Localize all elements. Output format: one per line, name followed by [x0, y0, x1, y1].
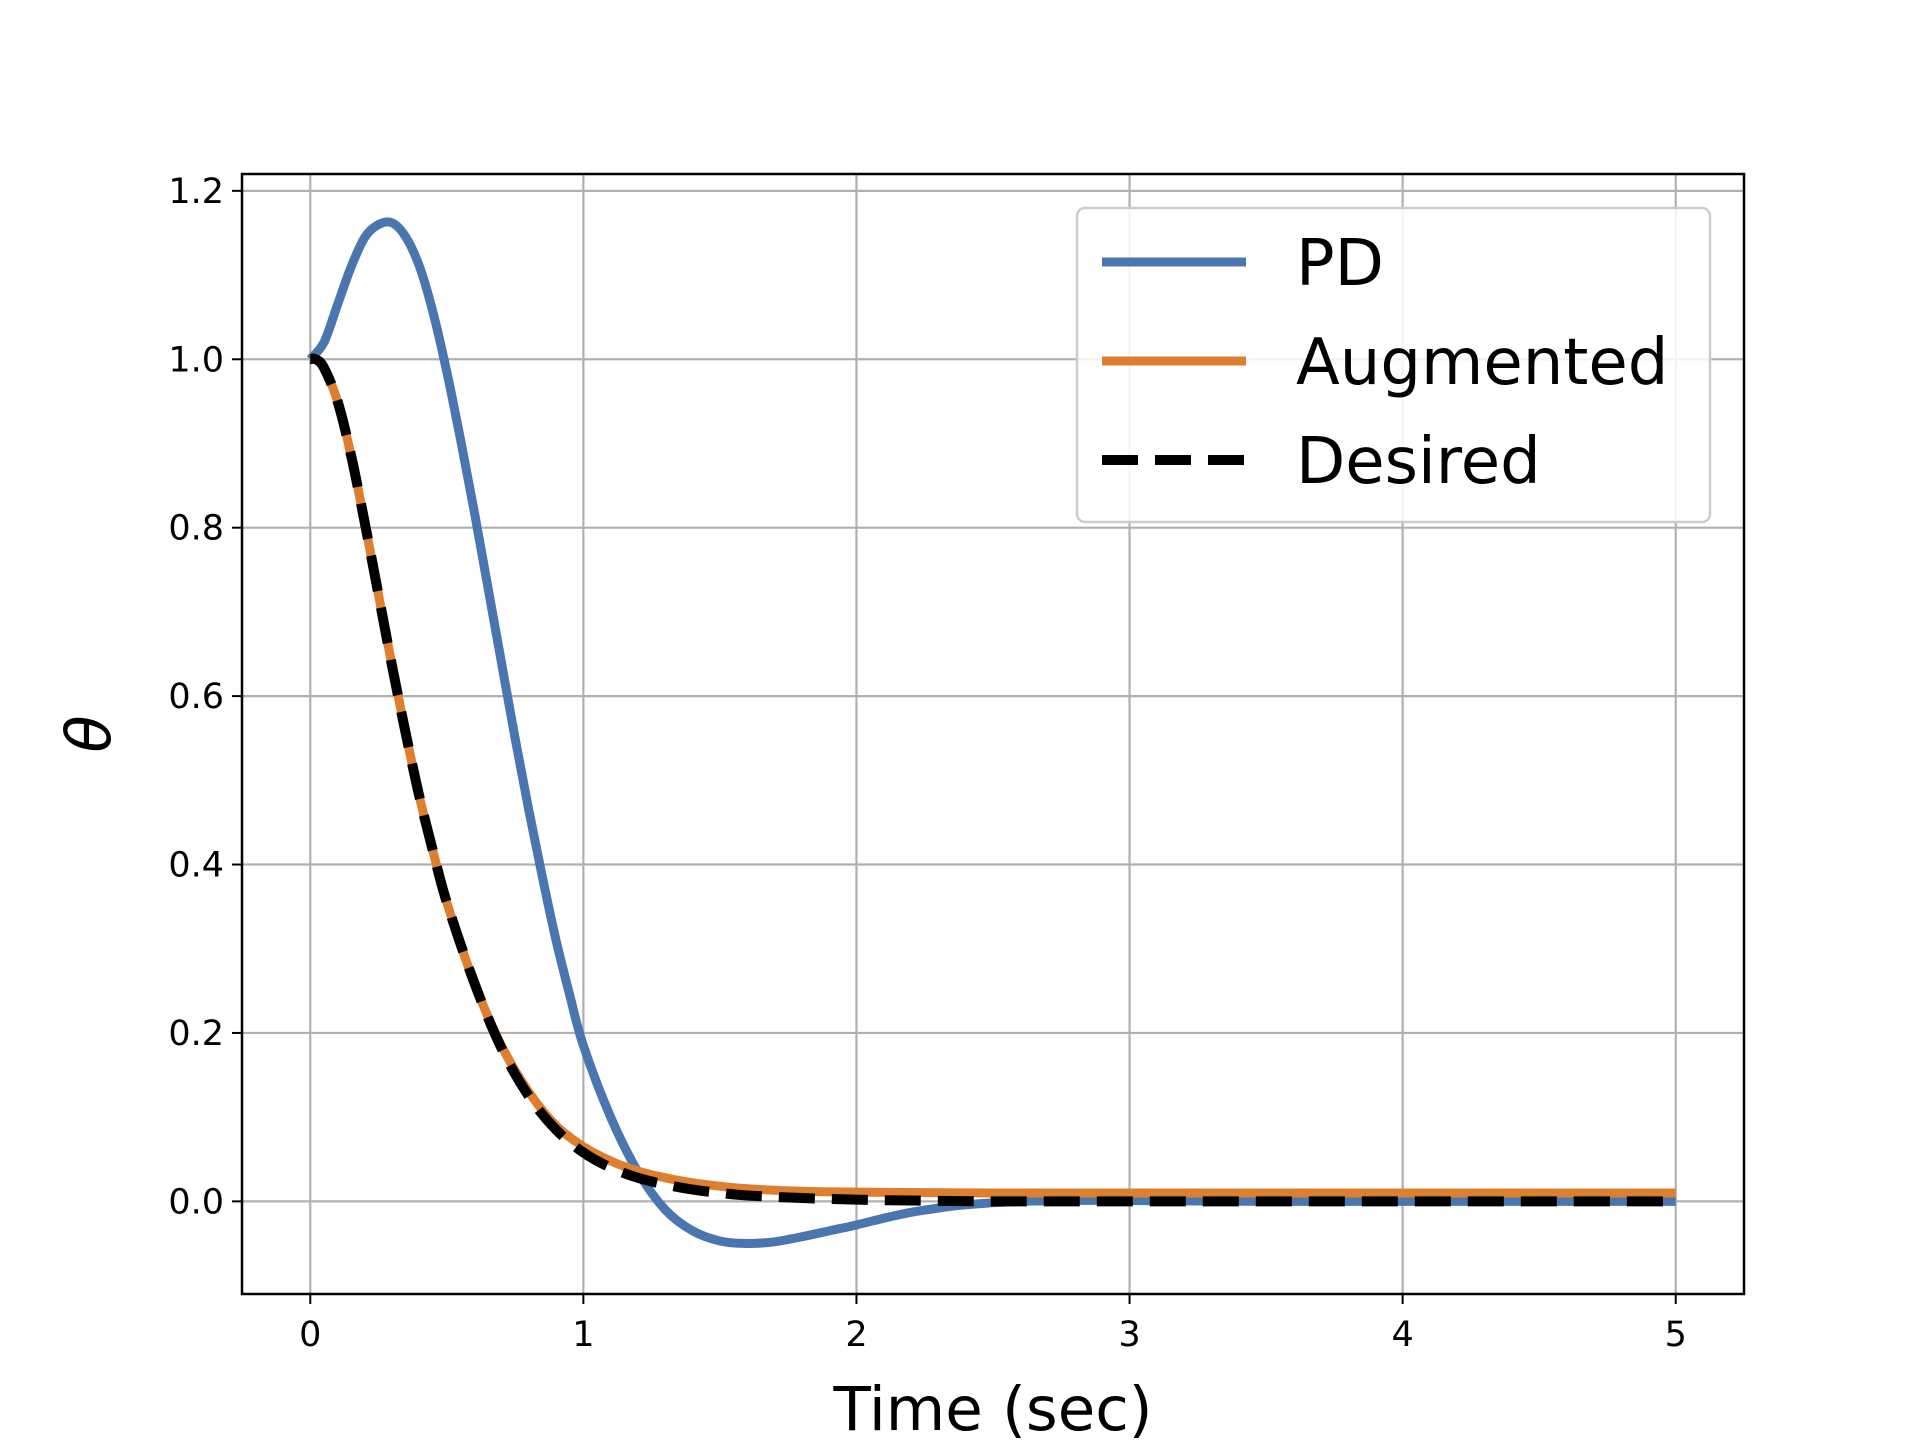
plot-frame	[240, 172, 1746, 1296]
legend-label-augmented: Augmented	[1296, 326, 1668, 400]
legend-label-desired: Desired	[1296, 425, 1541, 499]
x-tick-label: 2	[845, 1315, 867, 1355]
legend: PD Augmented Desired	[1075, 206, 1712, 524]
y-tick-label: 0.6	[168, 677, 224, 717]
series-lines	[306, 217, 1676, 1248]
x-axis-ticks: 0 1 2 3 4 5	[299, 1294, 1687, 1355]
y-tick-label: 0.2	[168, 1014, 224, 1054]
y-tick-label: 0.4	[168, 846, 224, 886]
x-tick-label: 1	[572, 1315, 594, 1355]
y-tick-label: 1.0	[168, 340, 224, 380]
x-tick-label: 5	[1665, 1315, 1687, 1355]
y-axis-ticks: 0.0 0.2 0.4 0.6 0.8 1.0 1.2	[168, 172, 242, 1222]
x-tick-label: 0	[299, 1315, 321, 1355]
x-axis-label: Time (sec)	[832, 1374, 1152, 1440]
y-axis-label: θ	[54, 715, 125, 752]
y-tick-label: 0.0	[168, 1182, 224, 1222]
legend-label-pd: PD	[1296, 227, 1384, 301]
y-tick-label: 0.8	[168, 509, 224, 549]
x-tick-label: 3	[1118, 1315, 1140, 1355]
y-tick-label: 1.2	[168, 172, 224, 212]
series-pd-line	[306, 217, 1676, 1248]
series-desired-line	[309, 353, 1676, 1207]
legend-box	[1075, 206, 1712, 524]
x-tick-label: 4	[1391, 1315, 1413, 1355]
